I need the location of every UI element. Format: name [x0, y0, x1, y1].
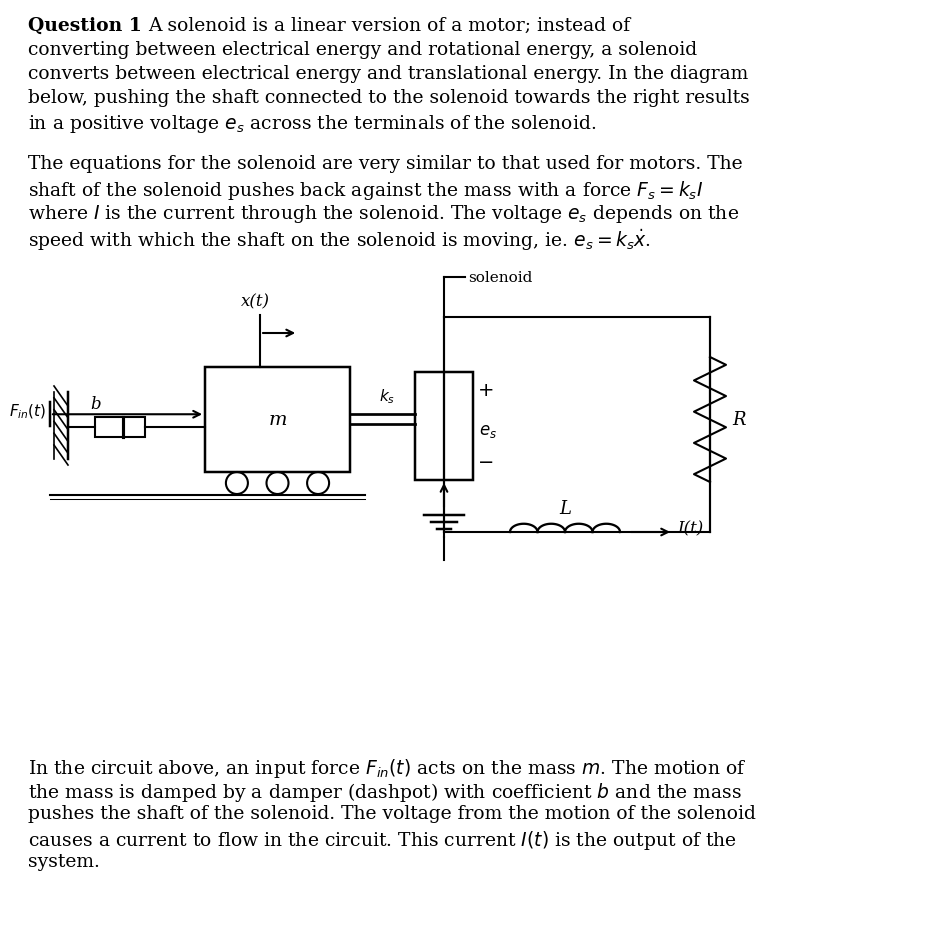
Text: $k_s$: $k_s$ — [379, 387, 395, 406]
Text: speed with which the shaft on the solenoid is moving, ie. $e_s = k_s\dot{x}$.: speed with which the shaft on the soleno… — [28, 227, 651, 252]
Text: +: + — [478, 380, 494, 400]
Text: A solenoid is a linear version of a motor; instead of: A solenoid is a linear version of a moto… — [148, 17, 630, 35]
Bar — [415, 372, 473, 480]
Text: converting between electrical energy and rotational energy, a solenoid: converting between electrical energy and… — [28, 41, 697, 59]
Bar — [95, 417, 145, 437]
Text: I(t): I(t) — [677, 520, 703, 538]
Text: the mass is damped by a damper (dashpot) with coefficient $b$ and the mass: the mass is damped by a damper (dashpot)… — [28, 781, 742, 804]
Text: b: b — [90, 396, 102, 413]
Text: In the circuit above, an input force $F_{in}(t)$ acts on the mass $m$. The motio: In the circuit above, an input force $F_… — [28, 757, 746, 780]
Text: where $I$ is the current through the solenoid. The voltage $e_s$ depends on the: where $I$ is the current through the sol… — [28, 203, 739, 225]
Text: in a positive voltage $e_s$ across the terminals of the solenoid.: in a positive voltage $e_s$ across the t… — [28, 113, 596, 135]
Text: $F_{in}(t)$: $F_{in}(t)$ — [8, 403, 46, 422]
Text: x(t): x(t) — [241, 293, 270, 310]
Text: system.: system. — [28, 853, 100, 871]
Text: Question 1: Question 1 — [28, 17, 142, 35]
Text: m: m — [268, 411, 287, 428]
Text: shaft of the solenoid pushes back against the mass with a force $F_s = k_s I$: shaft of the solenoid pushes back agains… — [28, 179, 703, 202]
Text: −: − — [478, 452, 494, 472]
Text: below, pushing the shaft connected to the solenoid towards the right results: below, pushing the shaft connected to th… — [28, 89, 750, 107]
Text: R: R — [732, 411, 745, 428]
Text: pushes the shaft of the solenoid. The voltage from the motion of the solenoid: pushes the shaft of the solenoid. The vo… — [28, 805, 756, 823]
Text: L: L — [559, 500, 571, 518]
Text: $e_s$: $e_s$ — [479, 423, 497, 440]
Text: converts between electrical energy and translational energy. In the diagram: converts between electrical energy and t… — [28, 65, 748, 83]
Text: causes a current to flow in the circuit. This current $I(t)$ is the output of th: causes a current to flow in the circuit.… — [28, 829, 737, 852]
Bar — [205, 367, 350, 472]
Text: solenoid: solenoid — [468, 271, 532, 285]
Text: The equations for the solenoid are very similar to that used for motors. The: The equations for the solenoid are very … — [28, 155, 743, 173]
